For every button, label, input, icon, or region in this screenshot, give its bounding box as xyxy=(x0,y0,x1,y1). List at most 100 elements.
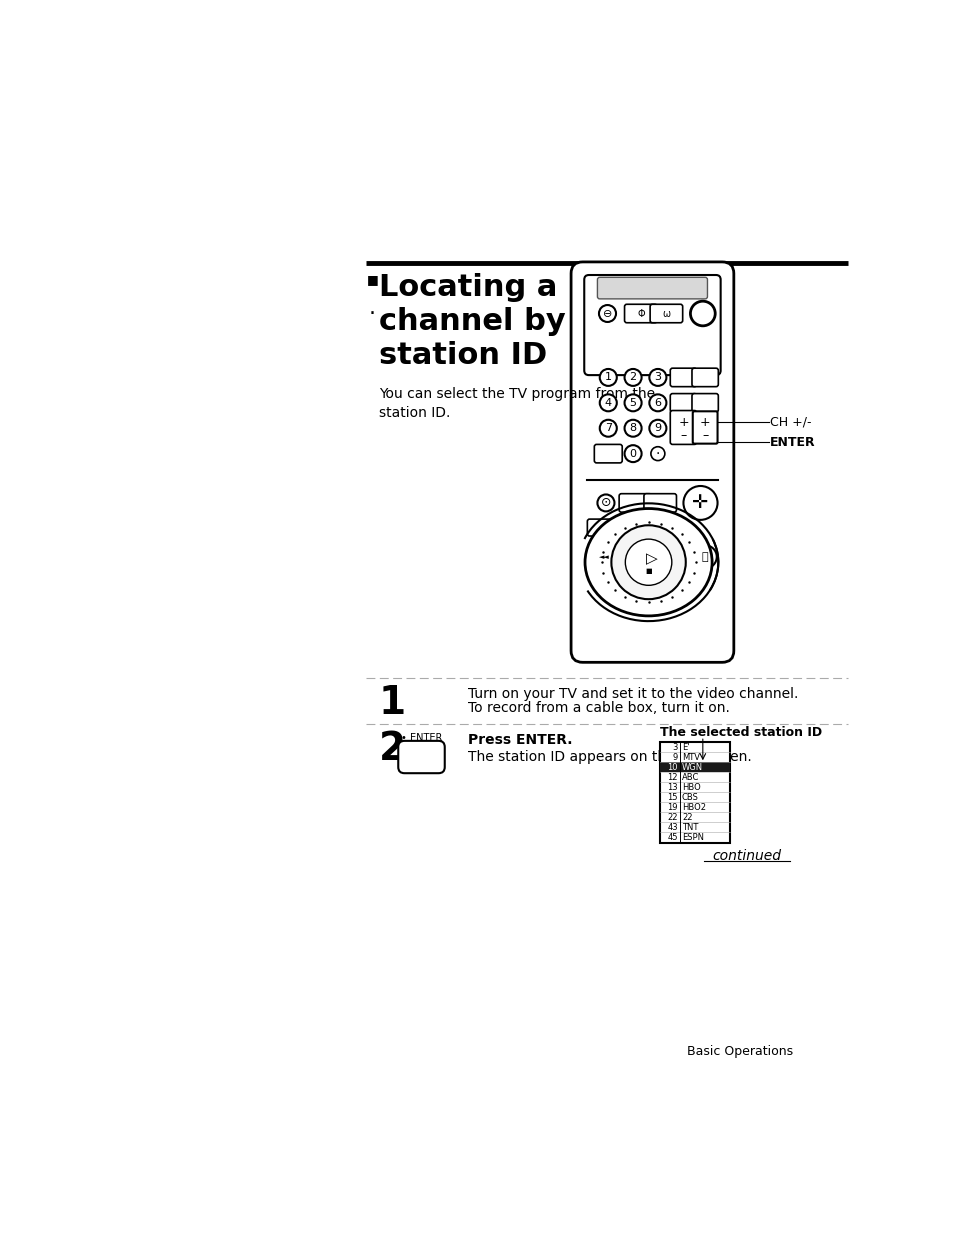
Text: 6: 6 xyxy=(654,398,660,408)
Text: HBO: HBO xyxy=(681,783,700,792)
FancyBboxPatch shape xyxy=(618,493,651,512)
Text: 2: 2 xyxy=(378,730,406,768)
Text: 3: 3 xyxy=(654,372,660,382)
Text: –: – xyxy=(679,429,686,443)
Text: 5: 5 xyxy=(629,398,636,408)
Circle shape xyxy=(690,301,715,326)
Circle shape xyxy=(650,446,664,461)
Text: MTV: MTV xyxy=(681,753,700,762)
Circle shape xyxy=(682,486,717,520)
Text: –: – xyxy=(701,429,707,443)
Text: ▶▶: ▶▶ xyxy=(629,554,640,560)
Text: 19: 19 xyxy=(667,803,678,813)
Text: 22: 22 xyxy=(681,813,692,822)
Text: ▷: ▷ xyxy=(645,551,657,566)
Circle shape xyxy=(649,395,666,412)
Text: ■: ■ xyxy=(367,274,378,286)
FancyBboxPatch shape xyxy=(594,444,621,462)
Text: You can select the TV program from the
station ID.: You can select the TV program from the s… xyxy=(378,387,655,420)
FancyBboxPatch shape xyxy=(571,261,733,662)
Text: ESPN: ESPN xyxy=(681,834,703,842)
Text: continued: continued xyxy=(712,848,781,863)
Text: 12: 12 xyxy=(667,773,678,782)
Text: CBS: CBS xyxy=(681,793,698,801)
Circle shape xyxy=(611,525,685,599)
FancyBboxPatch shape xyxy=(691,369,718,387)
Text: Φ: Φ xyxy=(637,308,644,318)
Circle shape xyxy=(693,545,716,568)
Circle shape xyxy=(599,395,617,412)
Circle shape xyxy=(624,419,641,436)
Text: ⏸: ⏸ xyxy=(701,552,708,562)
FancyBboxPatch shape xyxy=(691,393,718,412)
FancyBboxPatch shape xyxy=(587,519,620,536)
Circle shape xyxy=(623,545,646,568)
Text: 9: 9 xyxy=(672,753,678,762)
Circle shape xyxy=(599,369,617,386)
FancyBboxPatch shape xyxy=(624,305,657,323)
Text: To record from a cable box, turn it on.: To record from a cable box, turn it on. xyxy=(468,700,729,715)
Text: E': E' xyxy=(681,743,689,752)
Ellipse shape xyxy=(584,508,711,616)
Text: Basic Operations: Basic Operations xyxy=(687,1046,793,1058)
FancyBboxPatch shape xyxy=(670,369,696,387)
Text: • ENTER: • ENTER xyxy=(400,734,442,743)
Text: ABC: ABC xyxy=(681,773,699,782)
Circle shape xyxy=(624,395,641,412)
FancyBboxPatch shape xyxy=(670,393,696,412)
Circle shape xyxy=(649,419,666,436)
Text: Locating a
channel by
station ID: Locating a channel by station ID xyxy=(378,274,565,370)
Circle shape xyxy=(592,545,616,568)
Text: The selected station ID: The selected station ID xyxy=(659,726,821,740)
Text: 15: 15 xyxy=(667,793,678,801)
FancyBboxPatch shape xyxy=(670,411,696,444)
Text: Press ENTER.: Press ENTER. xyxy=(468,734,572,747)
Text: ✛: ✛ xyxy=(692,493,708,513)
Text: 0: 0 xyxy=(629,449,636,459)
Text: ·: · xyxy=(369,303,375,323)
Text: 10: 10 xyxy=(667,763,678,772)
Text: +: + xyxy=(700,416,710,429)
FancyBboxPatch shape xyxy=(643,493,676,512)
Text: ·: · xyxy=(655,446,659,461)
Circle shape xyxy=(649,369,666,386)
Text: 8: 8 xyxy=(629,423,636,433)
Text: Turn on your TV and set it to the video channel.: Turn on your TV and set it to the video … xyxy=(468,687,798,700)
Circle shape xyxy=(624,445,641,462)
Text: The station ID appears on the TV screen.: The station ID appears on the TV screen. xyxy=(468,750,751,764)
FancyBboxPatch shape xyxy=(597,277,707,298)
Text: ■: ■ xyxy=(644,568,651,575)
FancyBboxPatch shape xyxy=(618,519,652,536)
Circle shape xyxy=(624,539,671,586)
FancyBboxPatch shape xyxy=(652,519,679,536)
Text: HBO2: HBO2 xyxy=(681,803,705,813)
Circle shape xyxy=(658,545,680,568)
FancyBboxPatch shape xyxy=(649,305,682,323)
Text: 1: 1 xyxy=(604,372,611,382)
FancyBboxPatch shape xyxy=(692,412,717,444)
Text: 22: 22 xyxy=(667,813,678,822)
FancyBboxPatch shape xyxy=(397,741,444,773)
Text: 43: 43 xyxy=(667,822,678,832)
Text: CH +/-: CH +/- xyxy=(769,416,811,429)
Text: ENTER: ENTER xyxy=(769,435,815,449)
Circle shape xyxy=(597,494,614,512)
Text: 1: 1 xyxy=(378,684,406,721)
Bar xyxy=(659,742,729,842)
Text: 3: 3 xyxy=(672,743,678,752)
Text: 4: 4 xyxy=(604,398,611,408)
Text: 13: 13 xyxy=(667,783,678,792)
Text: 7: 7 xyxy=(604,423,611,433)
Text: ◄◄: ◄◄ xyxy=(598,554,609,560)
Text: 2: 2 xyxy=(629,372,636,382)
Text: WGN: WGN xyxy=(681,763,702,772)
Text: ω: ω xyxy=(661,308,670,318)
Circle shape xyxy=(624,369,641,386)
Circle shape xyxy=(599,419,617,436)
Text: 9: 9 xyxy=(654,423,660,433)
Text: +: + xyxy=(678,416,688,429)
Text: ⊙: ⊙ xyxy=(600,497,611,509)
Text: TNT: TNT xyxy=(681,822,698,832)
Text: 45: 45 xyxy=(667,834,678,842)
Circle shape xyxy=(598,305,616,322)
